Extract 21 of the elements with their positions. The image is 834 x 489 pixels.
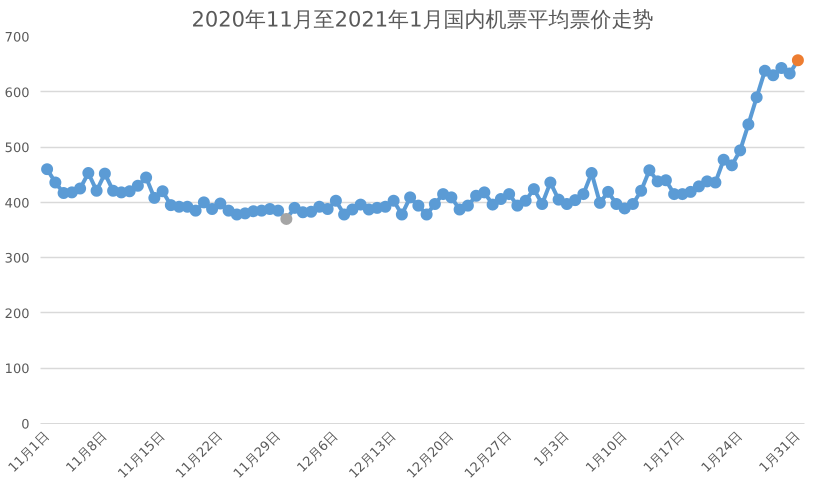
y-tick-label: 100 (4, 362, 30, 378)
x-tick-label: 1月3日 (532, 429, 572, 470)
x-tick-label: 1月31日 (756, 429, 804, 476)
x-tick-label: 11月29日 (231, 429, 284, 482)
chart-title: 2020年11月至2021年1月国内机票平均票价走势 (192, 8, 654, 32)
x-tick-label: 11月8日 (64, 429, 110, 476)
x-tick-label: 12月27日 (462, 429, 514, 482)
x-tick-label: 11月15日 (116, 429, 168, 482)
y-tick-label: 700 (4, 30, 30, 46)
y-tick-label: 600 (4, 86, 30, 101)
x-tick-label: 1月17日 (641, 429, 688, 476)
x-tick-label: 12月6日 (294, 429, 342, 476)
x-tick-label: 12月20日 (404, 429, 457, 482)
y-tick-label: 200 (4, 306, 30, 322)
x-tick-label: 1月24日 (698, 429, 746, 476)
y-tick-label: 400 (4, 196, 30, 212)
x-tick-label: 1月10日 (583, 429, 630, 476)
y-tick-label: 500 (4, 141, 30, 156)
x-tick-label: 11月22日 (173, 429, 226, 482)
x-tick-label: 12月13日 (346, 429, 399, 482)
y-tick-label: 300 (4, 252, 30, 267)
